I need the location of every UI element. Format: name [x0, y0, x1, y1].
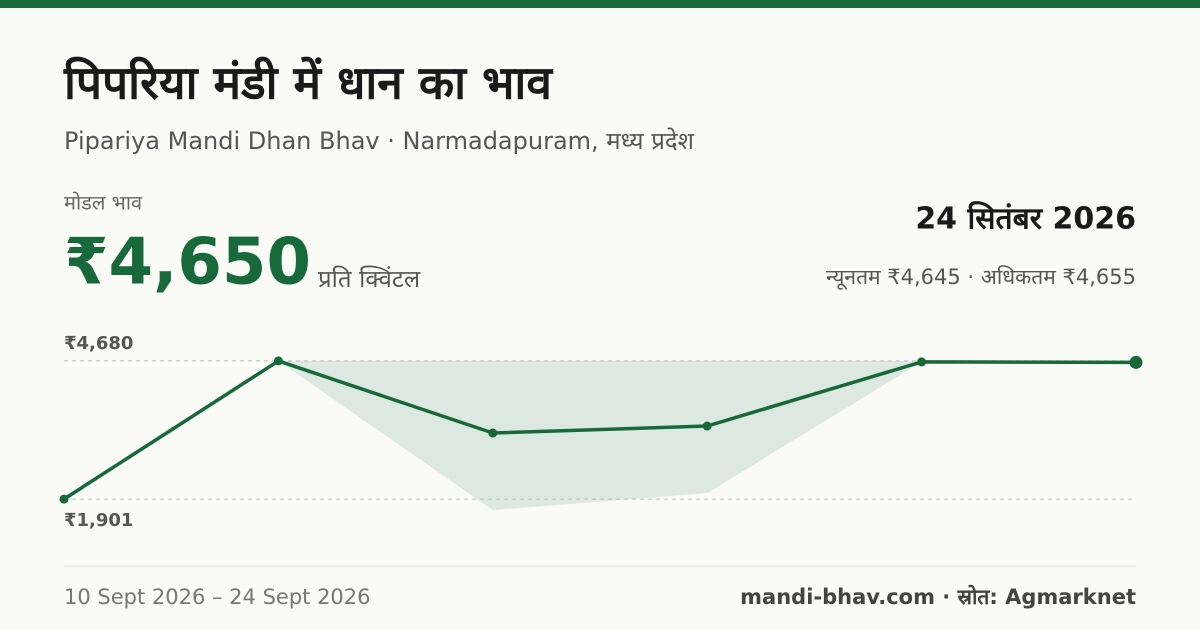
title: पिपरिया मंडी में धान का भाव — [63, 56, 553, 110]
source: mandi-bhav.com · स्रोत: Agmarknet — [740, 584, 1136, 609]
point — [273, 356, 283, 366]
point — [917, 357, 927, 367]
y-tick-label: ₹1,901 — [64, 510, 133, 531]
price: ₹4,650 — [64, 226, 311, 300]
point — [702, 421, 712, 431]
min-max: न्यूनतम ₹4,645 · अधिकतम ₹4,655 — [826, 265, 1136, 290]
plot: ₹1,901 ₹4,680 — [59, 333, 1143, 531]
date: 24 सितंबर 2026 — [915, 201, 1136, 237]
point — [1129, 355, 1143, 369]
y-tick-label: ₹4,680 — [64, 333, 133, 354]
range-band — [278, 360, 922, 511]
price-line — [63, 359, 1137, 501]
point — [488, 428, 498, 438]
subtitle: Pipariya Mandi Dhan Bhav · Narmadapuram,… — [64, 127, 695, 155]
top-bar — [0, 0, 1200, 8]
price-label: मोडल भाव — [64, 191, 143, 215]
unit: प्रति क्विंटल — [318, 265, 421, 293]
point — [59, 494, 69, 504]
period: 10 Sept 2026 – 24 Sept 2026 — [64, 585, 371, 609]
